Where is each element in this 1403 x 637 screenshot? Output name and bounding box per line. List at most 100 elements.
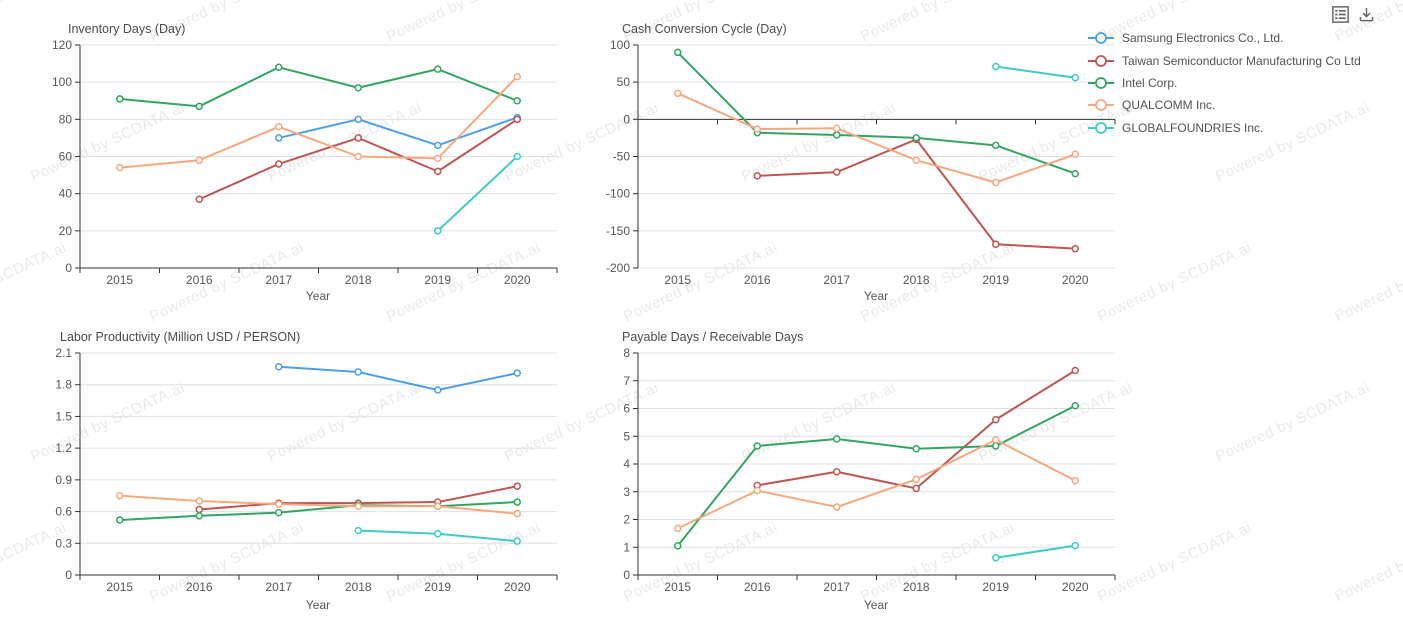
data-point-marker[interactable] <box>195 195 203 203</box>
data-point-marker[interactable] <box>195 505 203 514</box>
series-line[interactable] <box>994 65 1077 79</box>
data-point-marker[interactable] <box>1071 244 1079 253</box>
data-point-marker[interactable] <box>912 475 920 484</box>
data-point-marker[interactable] <box>1071 541 1079 550</box>
data-point-marker[interactable] <box>992 554 1000 562</box>
series-line[interactable] <box>994 544 1077 559</box>
payable-receivable-days-plot[interactable]: 0 1 2 3 4 5 6 7 8 2015 2016 2017 2018 2019 2020 <box>600 318 1160 637</box>
data-point-marker[interactable] <box>1071 73 1079 82</box>
data-point-marker[interactable] <box>434 65 442 73</box>
inventory-days-plot[interactable]: 0 20 40 60 80 100 120 2015 2016 2017 2018 2019 2020 <box>0 0 600 318</box>
data-point-marker[interactable] <box>513 509 521 518</box>
data-point-marker[interactable] <box>354 115 362 124</box>
legend-item-intel-corp[interactable]: Intel Corp. <box>1088 72 1361 94</box>
data-point-marker[interactable] <box>674 542 682 550</box>
data-point-marker[interactable] <box>354 134 362 142</box>
data-point-marker[interactable] <box>434 530 442 538</box>
data-point-marker[interactable] <box>833 168 841 176</box>
data-point-marker[interactable] <box>833 468 841 476</box>
data-point-marker[interactable] <box>434 227 442 235</box>
legend-item-taiwan-semiconductor-manufacturing-co-ltd[interactable]: Taiwan Semiconductor Manufacturing Co Lt… <box>1088 49 1361 71</box>
data-point-marker[interactable] <box>513 97 521 105</box>
data-point-marker[interactable] <box>513 152 521 161</box>
data-point-marker[interactable] <box>354 152 362 161</box>
data-point-marker[interactable] <box>912 156 920 164</box>
data-point-marker[interactable] <box>992 436 1000 444</box>
series-line[interactable] <box>118 75 519 169</box>
series-line[interactable] <box>676 438 1077 530</box>
data-point-marker[interactable] <box>275 63 283 72</box>
data-point-marker[interactable] <box>674 89 682 98</box>
series-line[interactable] <box>118 66 519 108</box>
data-point-marker[interactable] <box>992 415 1000 424</box>
data-point-marker[interactable] <box>434 502 442 511</box>
data-point-marker[interactable] <box>674 48 682 57</box>
legend-item-globalfoundries-inc[interactable]: GLOBALFOUNDRIES Inc. <box>1088 117 1361 139</box>
data-point-marker[interactable] <box>912 444 920 453</box>
data-point-marker[interactable] <box>513 369 521 377</box>
data-point-marker[interactable] <box>513 537 521 545</box>
data-point-marker[interactable] <box>275 123 283 131</box>
data-point-marker[interactable] <box>1071 476 1079 485</box>
data-point-marker[interactable] <box>833 503 841 511</box>
data-point-marker[interactable] <box>513 115 521 124</box>
data-point-marker[interactable] <box>116 95 124 103</box>
data-point-marker[interactable] <box>275 500 283 508</box>
data-point-marker[interactable] <box>992 178 1000 187</box>
data-point-marker[interactable] <box>275 160 283 168</box>
data-point-marker[interactable] <box>833 124 841 133</box>
data-point-marker[interactable] <box>354 502 362 511</box>
series-line[interactable] <box>436 155 519 232</box>
data-point-marker[interactable] <box>992 141 1000 150</box>
data-point-marker[interactable] <box>116 491 124 500</box>
data-point-marker[interactable] <box>354 83 362 92</box>
series-line[interactable] <box>118 501 519 522</box>
series-line[interactable] <box>676 92 1077 184</box>
labor-productivity-plot[interactable]: 0 0.3 0.6 0.9 1.2 1.5 1.8 2.1 2015 2016 2017 2018 20… <box>0 318 600 637</box>
data-point-marker[interactable] <box>833 131 841 139</box>
data-point-marker[interactable] <box>116 163 124 172</box>
data-point-marker[interactable] <box>116 516 124 524</box>
data-point-marker[interactable] <box>434 386 442 394</box>
data-point-marker[interactable] <box>1071 401 1079 410</box>
data-point-marker[interactable] <box>1071 366 1079 375</box>
data-point-marker[interactable] <box>674 524 682 533</box>
data-point-marker[interactable] <box>195 102 203 111</box>
save-as-image-icon[interactable] <box>1358 6 1375 23</box>
data-point-marker[interactable] <box>434 141 442 150</box>
data-point-marker[interactable] <box>992 62 1000 71</box>
series-line[interactable] <box>118 494 519 515</box>
data-point-marker[interactable] <box>275 362 283 371</box>
legend-item-samsung-electronics-co-ltd[interactable]: Samsung Electronics Co., Ltd. <box>1088 27 1361 49</box>
data-point-marker[interactable] <box>195 512 203 520</box>
series-line[interactable] <box>676 51 1077 175</box>
data-point-marker[interactable] <box>275 134 283 142</box>
data-point-marker[interactable] <box>513 72 521 81</box>
data-point-marker[interactable] <box>753 125 761 133</box>
data-point-marker[interactable] <box>912 134 920 142</box>
data-point-marker[interactable] <box>195 497 203 505</box>
data-point-marker[interactable] <box>833 435 841 443</box>
series-line[interactable] <box>676 404 1077 547</box>
data-point-marker[interactable] <box>1071 169 1079 178</box>
data-point-marker[interactable] <box>354 526 362 535</box>
data-point-marker[interactable] <box>753 172 761 180</box>
cash-conversion-cycle-plot[interactable]: -200 -150 -100 -50 0 50 100 2015 2016 2017 2018 201… <box>600 0 1160 318</box>
data-point-marker[interactable] <box>195 156 203 164</box>
series-line[interactable] <box>277 365 519 391</box>
data-point-marker[interactable] <box>992 240 1000 248</box>
data-point-marker[interactable] <box>275 508 283 517</box>
data-point-marker[interactable] <box>1071 150 1079 159</box>
data-view-icon[interactable] <box>1332 6 1349 23</box>
data-point-marker[interactable] <box>513 482 521 490</box>
data-point-marker[interactable] <box>992 442 1000 450</box>
data-point-marker[interactable] <box>434 167 442 176</box>
data-point-marker[interactable] <box>513 498 521 506</box>
series-line[interactable] <box>277 116 519 147</box>
data-point-marker[interactable] <box>912 484 920 493</box>
legend-item-qualcomm-inc[interactable]: QUALCOMM Inc. <box>1088 94 1361 116</box>
data-point-marker[interactable] <box>354 368 362 376</box>
data-point-marker[interactable] <box>753 442 761 450</box>
data-point-marker[interactable] <box>753 486 761 495</box>
data-point-marker[interactable] <box>434 154 442 163</box>
